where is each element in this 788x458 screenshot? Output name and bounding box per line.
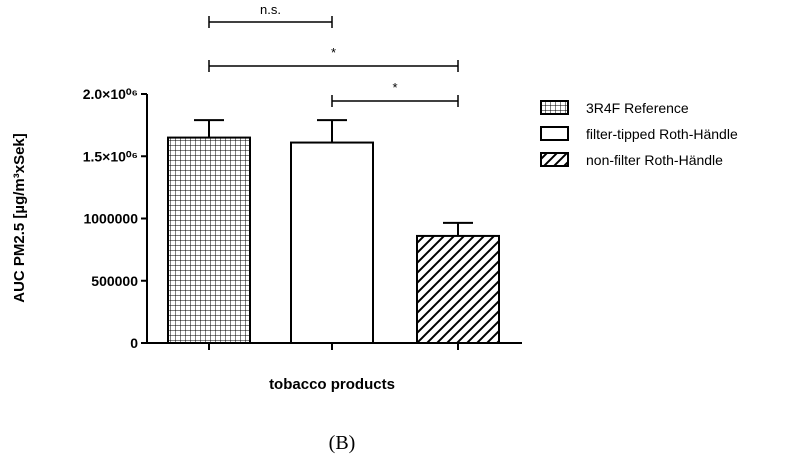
legend-label: 3R4F Reference: [586, 100, 689, 116]
bars: [167, 136, 500, 344]
legend-swatch: [540, 126, 569, 141]
legend-swatch: [540, 100, 569, 115]
error-bars: [194, 119, 473, 236]
significance-label: n.s.: [260, 2, 281, 17]
x-ticks: [208, 343, 459, 350]
x-axis-title: tobacco products: [269, 376, 395, 393]
y-tick-label: 1000000: [83, 211, 138, 227]
legend-label: filter-tipped Roth-Händle: [586, 126, 738, 142]
y-axis-title: AUC PM2.5 [µg/m³xSek]: [11, 133, 28, 303]
y-ticks: 0 500000 1000000 1.5×10⁰⁶ 2.0×10⁰⁶: [83, 86, 147, 351]
legend: 3R4F Reference filter-tipped Roth-Händle n…: [540, 100, 738, 168]
y-tick-label: 1.5×10⁰⁶: [83, 148, 138, 164]
y-tick-label: 500000: [91, 273, 138, 289]
legend-label: non-filter Roth-Händle: [586, 152, 723, 168]
significance-brackets: n.s. * *: [208, 2, 459, 107]
significance-label: *: [331, 45, 336, 60]
bar: [167, 136, 251, 344]
legend-swatch: [540, 152, 569, 167]
significance-label: *: [392, 80, 397, 95]
y-tick-label: 2.0×10⁰⁶: [83, 86, 138, 102]
bar: [290, 141, 374, 344]
bar: [416, 234, 500, 344]
panel-label: (B): [329, 432, 356, 454]
y-tick-label: 0: [130, 335, 138, 351]
